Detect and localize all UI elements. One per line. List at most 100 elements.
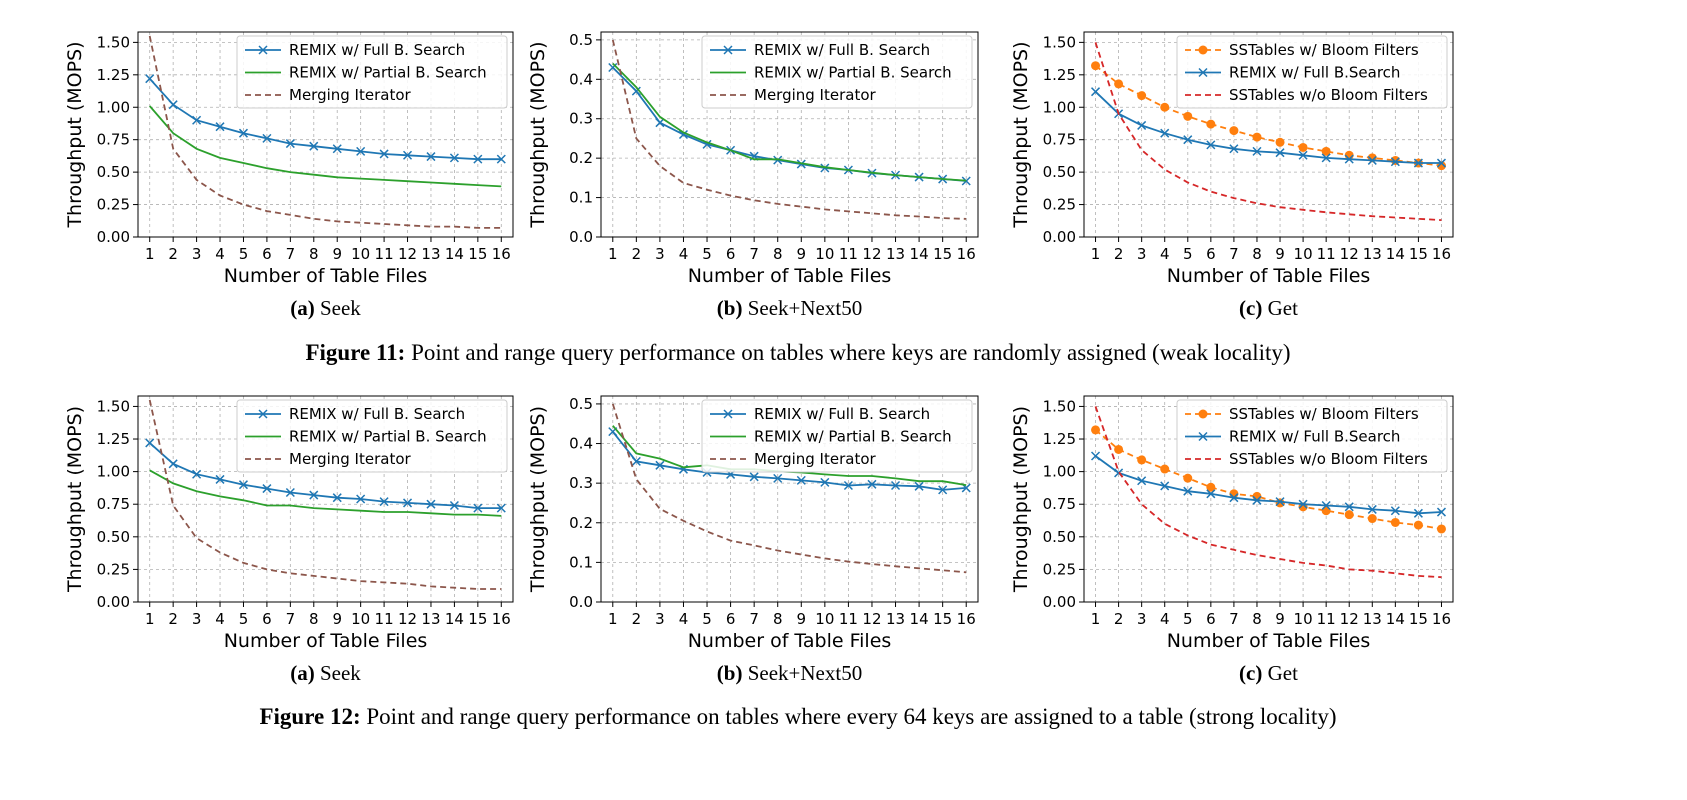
- x-tick-label: 13: [886, 245, 905, 263]
- y-tick-label: 1.00: [97, 98, 130, 116]
- x-tick-label: 1: [608, 245, 618, 263]
- x-tick-label: 7: [286, 610, 296, 628]
- series-line-3: [1094, 406, 1442, 579]
- series-line-2: [149, 105, 502, 188]
- series-line-3: [611, 39, 967, 220]
- data-point-x-marker: [215, 122, 225, 132]
- panel-letter: (c): [1239, 296, 1262, 320]
- data-point-x-marker: [1206, 489, 1216, 499]
- panel-name: Seek+Next50: [742, 296, 862, 320]
- data-point-x-marker: [891, 481, 901, 491]
- data-point-x-marker: [309, 490, 319, 500]
- x-axis-label: Number of Table Files: [688, 630, 892, 652]
- data-point-circle-marker: [1321, 146, 1331, 156]
- series-line-2: [1094, 91, 1442, 164]
- data-point-x-marker: [449, 153, 459, 163]
- chart-legend: SSTables w/ Bloom Filters REMIX w/ Full B…: [1176, 399, 1448, 473]
- data-point-x-marker: [449, 500, 459, 511]
- data-point-circle-marker: [1183, 473, 1193, 483]
- legend-marker: [258, 409, 268, 419]
- panel-letter: (a): [290, 296, 315, 320]
- data-point-x-marker: [356, 146, 366, 156]
- x-tick-label: 1: [145, 245, 155, 263]
- x-tick-label: 12: [398, 245, 417, 263]
- legend-label: Merging Iterator: [754, 86, 877, 104]
- data-point-x-marker: [1367, 155, 1377, 165]
- y-tick-label: 1.25: [1043, 430, 1076, 448]
- y-tick-label: 1.50: [1043, 397, 1076, 415]
- data-point-x-marker: [608, 62, 618, 73]
- data-point-x-marker: [631, 456, 641, 466]
- data-point-x-marker: [1252, 495, 1262, 505]
- data-point-x-marker: [961, 176, 971, 186]
- data-point-x-marker: [192, 115, 202, 125]
- x-tick-label: 12: [1340, 245, 1359, 263]
- data-point-circle-marker: [1091, 425, 1101, 435]
- x-tick-label: 4: [1160, 610, 1170, 628]
- panel-subtitle: (b) Seek+Next50: [717, 296, 862, 320]
- x-tick-label: 4: [679, 610, 689, 628]
- legend-label: REMIX w/ Partial B. Search: [754, 64, 952, 82]
- x-tick-label: 10: [815, 245, 834, 263]
- y-tick-label: 0.1: [569, 553, 593, 571]
- x-tick-label: 8: [309, 610, 319, 628]
- x-tick-label: 5: [702, 245, 712, 263]
- x-tick-label: 4: [215, 610, 225, 628]
- data-point-x-marker: [168, 459, 178, 469]
- series-line-2: [1094, 455, 1442, 515]
- series-line-3: [1094, 42, 1442, 221]
- data-point-x-marker: [1137, 476, 1147, 486]
- chart-legend: SSTables w/ Bloom Filters REMIX w/ Full B…: [1176, 35, 1448, 109]
- x-tick-label: 4: [679, 245, 689, 263]
- legend-marker: [1198, 431, 1208, 442]
- data-point-x-marker: [215, 474, 225, 484]
- data-point-x-marker: [285, 139, 295, 149]
- x-tick-label: 16: [492, 610, 511, 628]
- x-tick-label: 9: [332, 245, 342, 263]
- x-tick-label: 10: [351, 245, 370, 263]
- x-tick-label: 12: [1340, 610, 1359, 628]
- panel-name: Seek: [315, 661, 362, 685]
- legend-marker: [1198, 67, 1208, 78]
- x-tick-label: 10: [1294, 245, 1313, 263]
- plot-frame: [1083, 395, 1454, 603]
- data-point-x-marker: [1413, 508, 1423, 518]
- data-point-x-marker: [496, 154, 506, 164]
- x-tick-label: 11: [1317, 610, 1336, 628]
- x-tick-label: 13: [1363, 245, 1382, 263]
- chart-panel-2: 1 2 3 4 5 6 7 8 9 10 11 12 13 14 15 160.00.10.20.30.40.…: [527, 31, 979, 320]
- x-tick-label: 15: [468, 610, 487, 628]
- data-point-x-marker: [1390, 506, 1400, 516]
- x-tick-label: 13: [421, 245, 440, 263]
- plot-frame: [600, 395, 979, 603]
- panel-subtitle: (a) Seek: [290, 296, 361, 320]
- data-point-x-marker: [1436, 507, 1446, 517]
- data-point-x-marker: [332, 144, 342, 154]
- data-point-x-marker: [678, 129, 688, 140]
- chart-legend: REMIX w/ Full B. Search REMIX w/ Partial …: [236, 399, 508, 473]
- chart-panel-6: 1 2 3 4 5 6 7 8 9 10 11 12 13 14 15 160.000.250.500.751…: [1010, 395, 1454, 685]
- chart-panel-1: 1 2 3 4 5 6 7 8 9 10 11 12 13 14 15 160.000.250.500.751…: [64, 31, 514, 320]
- x-tick-label: 14: [1386, 245, 1405, 263]
- series-line-2: [612, 62, 967, 182]
- data-point-circle-marker: [1137, 91, 1147, 101]
- legend-label: REMIX w/ Full B.Search: [1229, 64, 1400, 82]
- y-tick-label: 0.75: [1043, 495, 1076, 513]
- data-point-circle-marker: [1091, 61, 1101, 71]
- y-tick-label: 0.25: [1043, 560, 1076, 578]
- x-tick-label: 11: [839, 245, 858, 263]
- data-point-x-marker: [379, 149, 389, 159]
- x-tick-label: 3: [655, 245, 665, 263]
- data-point-x-marker: [796, 475, 806, 485]
- legend-label: SSTables w/ Bloom Filters: [1229, 41, 1419, 59]
- data-point-circle-marker: [1183, 111, 1193, 121]
- x-tick-label: 7: [749, 610, 759, 628]
- x-tick-label: 15: [468, 245, 487, 263]
- series-line-1: [149, 78, 502, 161]
- x-tick-label: 2: [632, 610, 642, 628]
- y-tick-label: 0.25: [1043, 196, 1076, 214]
- x-tick-label: 7: [1229, 610, 1239, 628]
- data-point-circle-marker: [1160, 102, 1170, 112]
- x-tick-label: 13: [1363, 610, 1382, 628]
